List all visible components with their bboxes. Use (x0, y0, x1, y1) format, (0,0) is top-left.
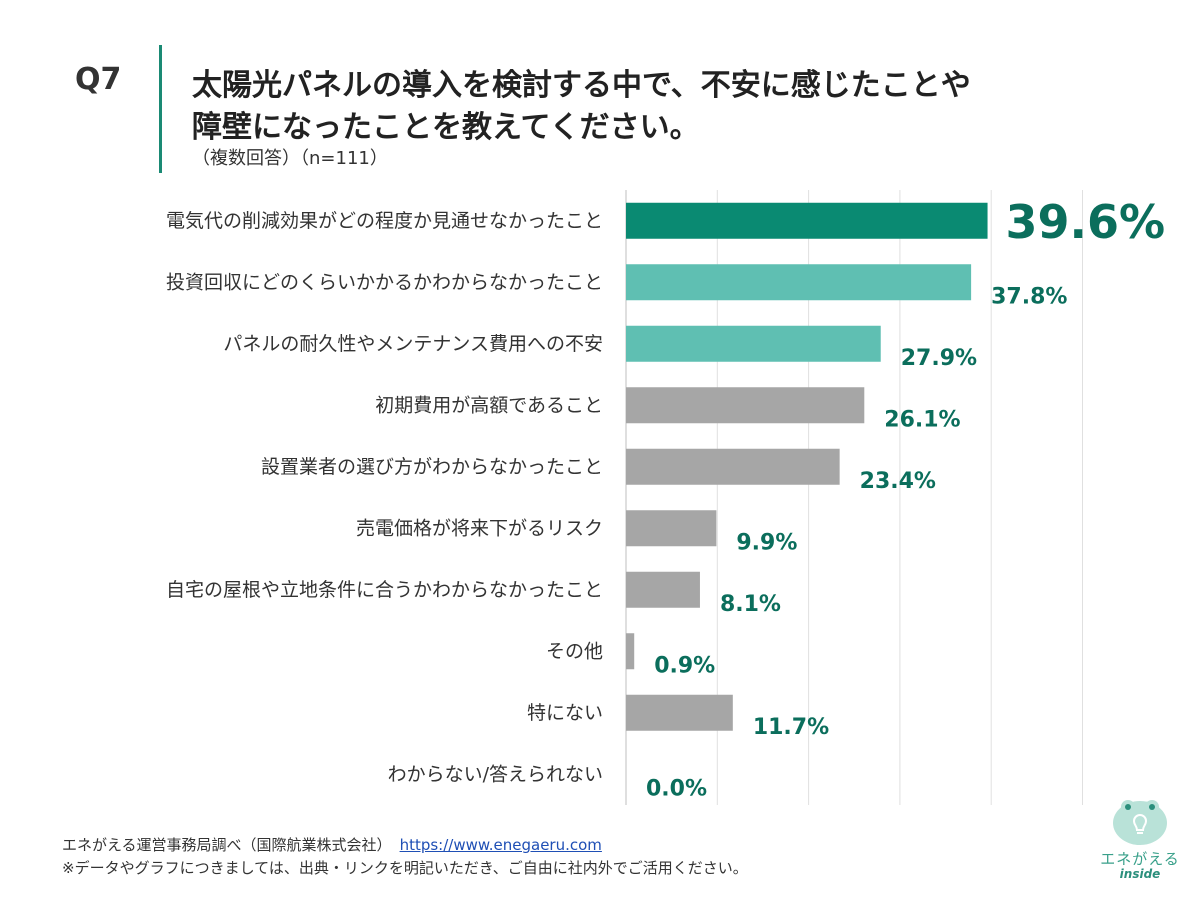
footer-note: ※データやグラフにつきましては、出典・リンクを明記いただき、ご自由に社内外でご活… (62, 859, 748, 877)
category-label: 売電価格が将来下がるリスク (356, 517, 603, 539)
logo-sub: inside (1119, 867, 1161, 881)
data-label: 39.6% (1006, 195, 1166, 249)
category-label: 自宅の屋根や立地条件に合うかわからなかったこと (166, 579, 603, 601)
data-label: 27.9% (901, 346, 977, 371)
category-label: 設置業者の選び方がわからなかったこと (261, 456, 603, 478)
data-label: 0.0% (646, 776, 707, 801)
bar (626, 264, 972, 301)
data-label: 9.9% (736, 530, 797, 555)
category-label: パネルの耐久性やメンテナンス費用への不安 (223, 333, 603, 355)
data-label: 0.9% (654, 653, 715, 678)
data-label: 26.1% (884, 407, 960, 432)
bar (626, 694, 733, 731)
bar (626, 633, 635, 670)
category-label: 初期費用が高額であること (375, 394, 603, 416)
footer-link[interactable]: https://www.enegaeru.com (399, 836, 602, 854)
logo-text: エネがえる (1100, 850, 1180, 868)
category-label: 投資回収にどのくらいかかるかわからなかったこと (166, 271, 603, 293)
category-label: 特にない (527, 702, 603, 724)
bar (626, 325, 881, 362)
bar (626, 510, 717, 547)
chart-title-line-2: 障壁になったことを教えてください。 (192, 110, 700, 145)
footer-source: エネがえる運営事務局調べ（国際航業株式会社） https://www.enegae… (62, 834, 602, 855)
question-number: Q7 (75, 62, 122, 97)
data-label: 37.8% (991, 284, 1067, 309)
category-label: わからない/答えられない (388, 763, 603, 785)
bar (626, 387, 865, 424)
data-label: 8.1% (720, 592, 781, 617)
chart-title-line-1: 太陽光パネルの導入を検討する中で、不安に感じたことや (192, 68, 971, 103)
bar (626, 448, 840, 485)
category-label: その他 (546, 640, 603, 662)
frog-lightbulb-icon (1113, 800, 1167, 845)
data-label: 11.7% (753, 715, 829, 740)
bar (626, 571, 700, 608)
chart-subtitle: （複数回答）（n=111） (192, 148, 388, 169)
title-accent-bar (159, 45, 162, 173)
data-label: 23.4% (860, 469, 936, 494)
category-label: 電気代の削減効果がどの程度か見通せなかったこと (166, 210, 603, 232)
footer-source-text: エネがえる運営事務局調べ（国際航業株式会社） (62, 836, 392, 854)
bar (626, 202, 988, 239)
